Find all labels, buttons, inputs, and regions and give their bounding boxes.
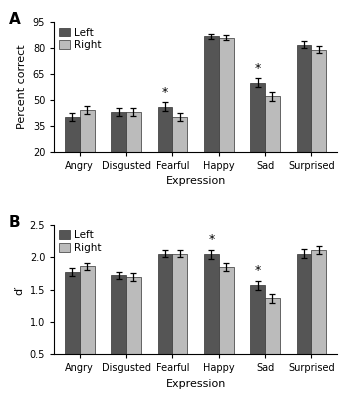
Text: *: * — [254, 62, 261, 75]
Text: *: * — [254, 264, 261, 278]
Bar — [296, 45, 311, 186]
Bar — [126, 277, 141, 387]
X-axis label: Expression: Expression — [165, 379, 226, 389]
Legend: Left, Right: Left, Right — [57, 26, 104, 52]
Bar — [65, 272, 80, 387]
Bar — [126, 112, 141, 186]
Bar — [204, 36, 219, 186]
X-axis label: Expression: Expression — [165, 176, 226, 186]
Bar — [311, 250, 326, 387]
Bar — [219, 38, 234, 186]
Bar — [111, 112, 126, 186]
Text: A: A — [9, 12, 21, 27]
Y-axis label: Percent correct: Percent correct — [17, 45, 27, 129]
Bar — [219, 267, 234, 387]
Bar — [296, 254, 311, 387]
Bar — [250, 83, 265, 186]
Bar — [80, 266, 95, 387]
Bar — [158, 107, 172, 186]
Legend: Left, Right: Left, Right — [57, 228, 104, 255]
Bar — [65, 117, 80, 186]
Bar — [265, 96, 280, 186]
Bar — [172, 254, 187, 387]
Bar — [172, 117, 187, 186]
Y-axis label: d′: d′ — [14, 285, 24, 294]
Bar — [265, 298, 280, 387]
Bar — [250, 285, 265, 387]
Text: B: B — [9, 215, 21, 230]
Bar — [204, 254, 219, 387]
Bar — [311, 50, 326, 186]
Bar — [158, 254, 172, 387]
Text: *: * — [162, 86, 168, 99]
Text: *: * — [208, 234, 214, 246]
Bar — [111, 276, 126, 387]
Bar — [80, 110, 95, 186]
